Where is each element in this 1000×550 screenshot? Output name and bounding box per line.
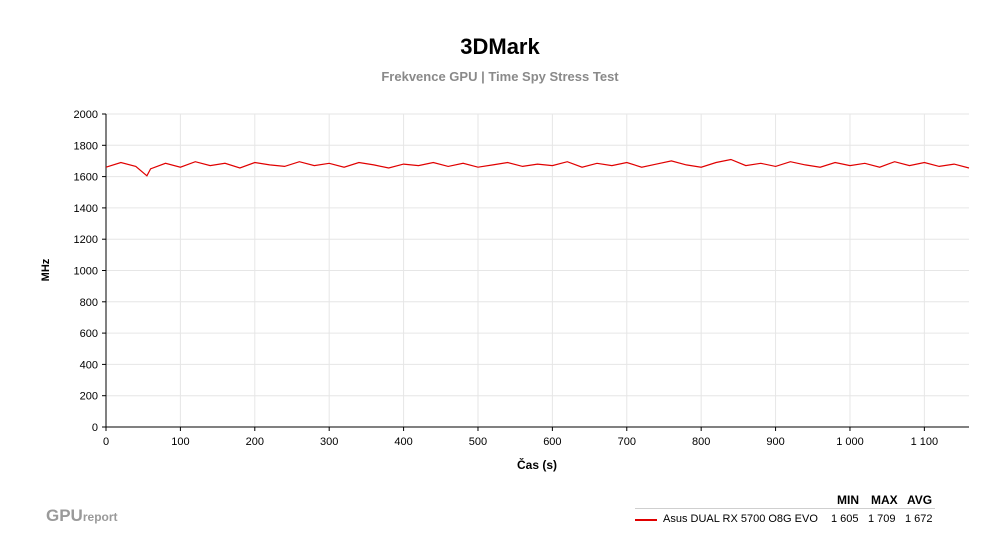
legend-min-value: 1 605 <box>831 513 859 525</box>
y-tick-label: 2000 <box>74 109 98 121</box>
y-tick-label: 600 <box>80 328 98 340</box>
x-tick-label: 500 <box>469 436 487 448</box>
legend-header-min: MIN <box>837 493 859 507</box>
y-tick-label: 1800 <box>74 140 98 152</box>
legend-series-name: Asus DUAL RX 5700 O8G EVO <box>663 513 818 525</box>
y-tick-label: 0 <box>92 422 98 434</box>
legend-header-max: MAX <box>871 493 898 507</box>
y-tick-label: 200 <box>80 391 98 403</box>
legend-swatch <box>635 519 657 521</box>
x-tick-label: 700 <box>618 436 636 448</box>
x-axis-label: Čas (s) <box>517 457 557 472</box>
y-tick-label: 800 <box>80 297 98 309</box>
legend-divider <box>635 508 935 509</box>
logo-main-text: GPU <box>46 506 83 525</box>
x-tick-label: 300 <box>320 436 338 448</box>
y-tick-label: 1600 <box>74 172 98 184</box>
y-tick-label: 400 <box>80 359 98 371</box>
x-tick-label: 900 <box>766 436 784 448</box>
x-tick-label: 1 100 <box>911 436 939 448</box>
x-tick-label: 600 <box>543 436 561 448</box>
x-tick-label: 400 <box>394 436 412 448</box>
legend-header-avg: AVG <box>907 493 933 507</box>
legend-avg-value: 1 672 <box>905 513 933 525</box>
x-tick-label: 800 <box>692 436 710 448</box>
y-tick-label: 1200 <box>74 234 98 246</box>
chart-title: 3DMark <box>460 34 540 59</box>
logo-sub-text: report <box>82 510 118 524</box>
legend-max-value: 1 709 <box>868 513 896 525</box>
x-tick-label: 0 <box>103 436 109 448</box>
x-tick-label: 200 <box>246 436 264 448</box>
chart-subtitle: Frekvence GPU | Time Spy Stress Test <box>381 69 619 84</box>
y-tick-label: 1000 <box>74 266 98 278</box>
y-tick-label: 1400 <box>74 203 98 215</box>
y-axis-label: MHz <box>40 258 52 281</box>
gpureport-logo: GPUreport <box>46 506 118 526</box>
x-tick-label: 100 <box>171 436 189 448</box>
x-tick-label: 1 000 <box>836 436 864 448</box>
series-line-gpu-frequency <box>105 158 970 177</box>
